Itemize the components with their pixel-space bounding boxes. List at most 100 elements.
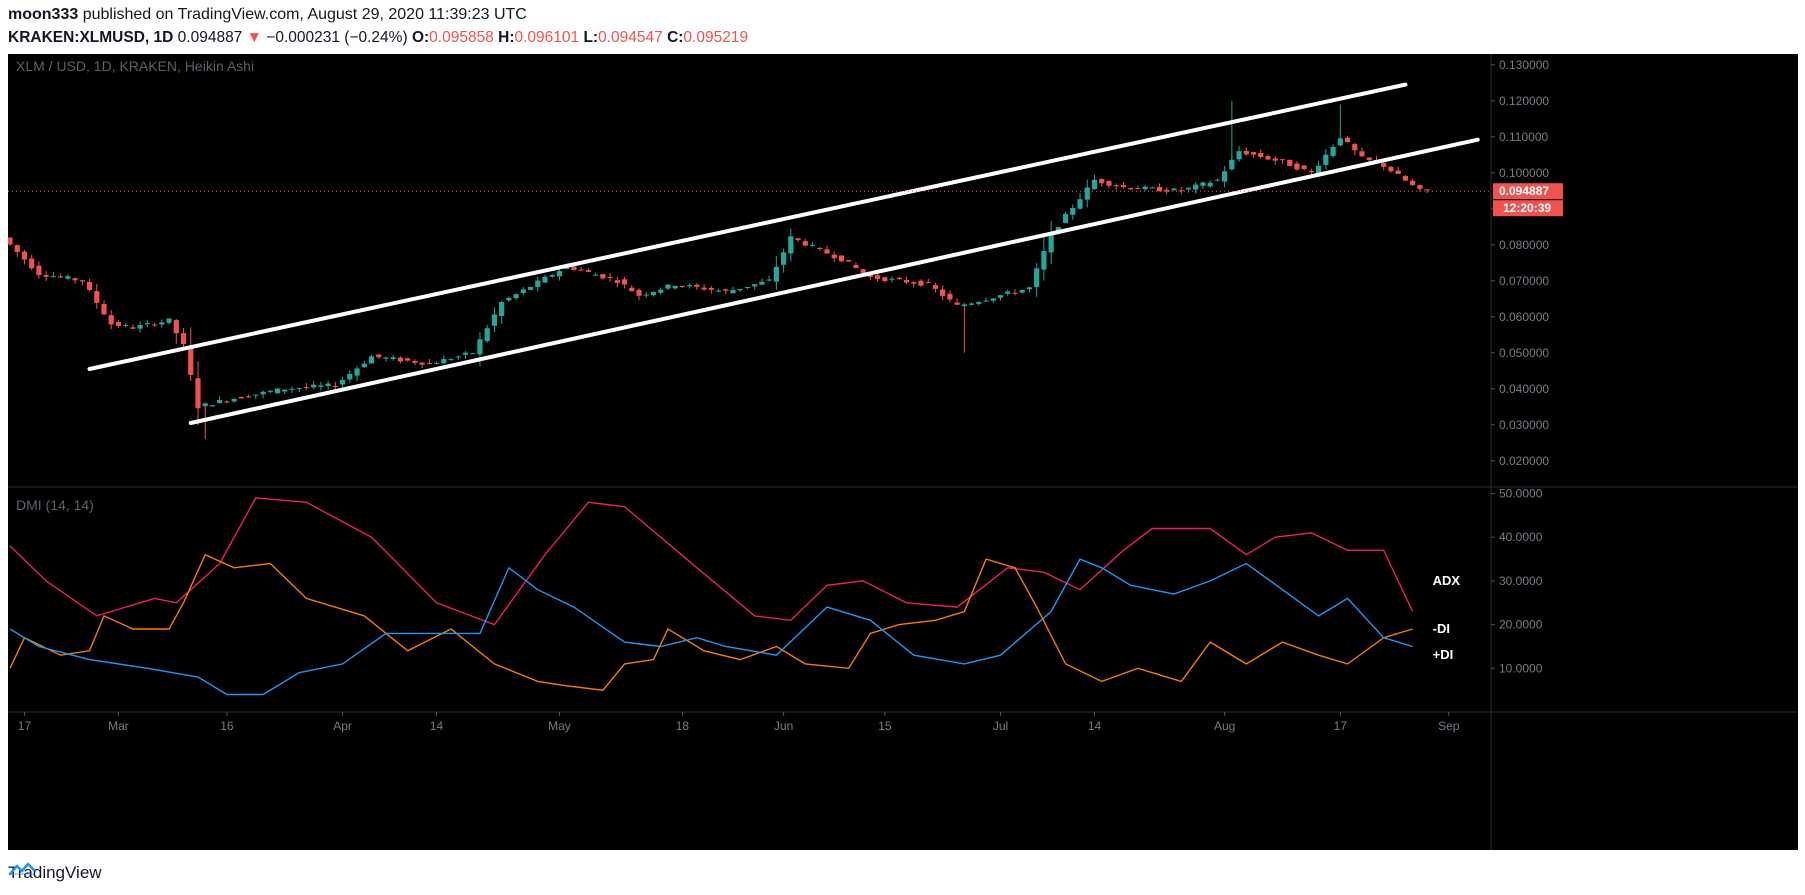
candle-body [932,285,939,289]
candle-body [224,401,230,403]
candle-body [542,276,548,283]
time-tick-label: 16 [220,719,234,733]
low-label: L: [583,29,599,46]
candle-body [759,281,765,285]
time-tick-label: Jul [993,719,1008,733]
close-value: 0.095219 [683,29,749,46]
dmi-tick-label: 20.0000 [1499,618,1543,632]
price-tick-label: 0.120000 [1499,94,1549,108]
candle-body [694,284,700,287]
candle-body [621,279,628,285]
candle-body [202,403,208,407]
candle-body [419,362,425,365]
candle-body [137,325,143,329]
candle-body [571,266,577,270]
candle-body [1062,213,1069,223]
candle-body [578,269,584,271]
candle-body [144,323,150,325]
candle-body [947,293,953,300]
candle-body [1207,182,1213,187]
candle-body [267,390,273,392]
tradingview-logo-icon[interactable] [8,860,36,878]
candle-body [491,314,498,326]
price-tick-label: 0.060000 [1499,310,1549,324]
candle-body [441,359,447,364]
price-tick-label: 0.070000 [1499,274,1549,288]
dmi-tick-label: 10.0000 [1499,661,1543,675]
candle-body [354,368,360,376]
candle-body [1222,171,1228,182]
time-tick-label: Sep [1438,719,1460,733]
published-text: published on TradingView.com, August 29,… [78,6,527,23]
candle-body [29,258,35,269]
candle-body [376,354,382,358]
dmi-tick-label: 50.0000 [1499,487,1543,501]
dmi-tick-label: 30.0000 [1499,574,1543,588]
candle-body [412,360,418,363]
candle-body [1120,185,1127,188]
candle-body [701,287,707,290]
candle-body [1410,180,1416,186]
candle-body [520,289,526,293]
candle-body [809,244,816,246]
candle-body [448,359,454,361]
price-change: −0.000231 (−0.24%) [266,29,408,46]
candle-body [853,264,859,268]
candle-body [679,286,685,288]
candle-body [383,357,389,359]
candle-body [781,252,787,265]
candle-body [1012,292,1018,294]
candle-body [1323,154,1329,165]
symbol-label[interactable]: KRAKEN:XLMUSD, 1D [8,29,174,46]
candle-body [961,304,967,307]
symbol-line: KRAKEN:XLMUSD, 1D 0.094887 ▼ −0.000231 (… [8,29,748,47]
last-price: 0.094887 [177,29,243,46]
candle-body [311,384,317,388]
chart-frame[interactable]: 0.1300000.1200000.1100000.1000000.090000… [8,54,1798,850]
candle-body [86,281,93,290]
close-label: C: [667,29,684,46]
candle-body [1178,190,1184,192]
candle-body [166,318,172,323]
candle-body [1055,227,1061,232]
dmi-series-label: -DI [1433,621,1450,636]
candle-body [860,269,866,273]
price-tick-label: 0.130000 [1499,58,1549,72]
candle-body [715,290,722,292]
candle-body [1193,184,1199,190]
candle-body [940,289,946,297]
candle-body [744,286,751,288]
dmi-series-label: +DI [1433,647,1454,662]
candle-body [672,285,678,289]
trendline-lower-channel[interactable] [188,137,1480,425]
candle-body [903,280,910,283]
candle-body [1077,199,1083,209]
price-pane-title: XLM / USD, 1D, KRAKEN, Heikin Ashi [16,58,254,74]
candle-body [687,285,693,287]
candle-body [954,302,960,305]
author-name[interactable]: moon333 [8,6,79,23]
candle-body [1265,156,1271,160]
time-tick-label: Mar [108,719,129,733]
candle-body [1149,187,1155,189]
candle-body [115,322,122,326]
candle-body [1026,287,1033,290]
candle-body [527,286,534,290]
candle-body [556,271,563,277]
candle-body [997,295,1004,298]
candle-body [130,327,136,329]
trendline-upper-channel[interactable] [87,82,1408,371]
price-tick-label: 0.080000 [1499,238,1549,252]
chart-svg[interactable]: 0.1300000.1200000.1100000.1000000.090000… [8,54,1798,850]
candle-body [43,274,49,277]
candle-body [1272,158,1278,161]
low-value: 0.094547 [598,29,663,46]
candle-body [766,279,772,281]
candle-body [1214,179,1221,181]
candle-body [1041,250,1047,270]
candle-body [636,289,642,296]
candle-body [72,278,78,281]
candle-body [1171,188,1177,191]
candle-body [1258,152,1264,158]
candle-body [593,274,599,276]
